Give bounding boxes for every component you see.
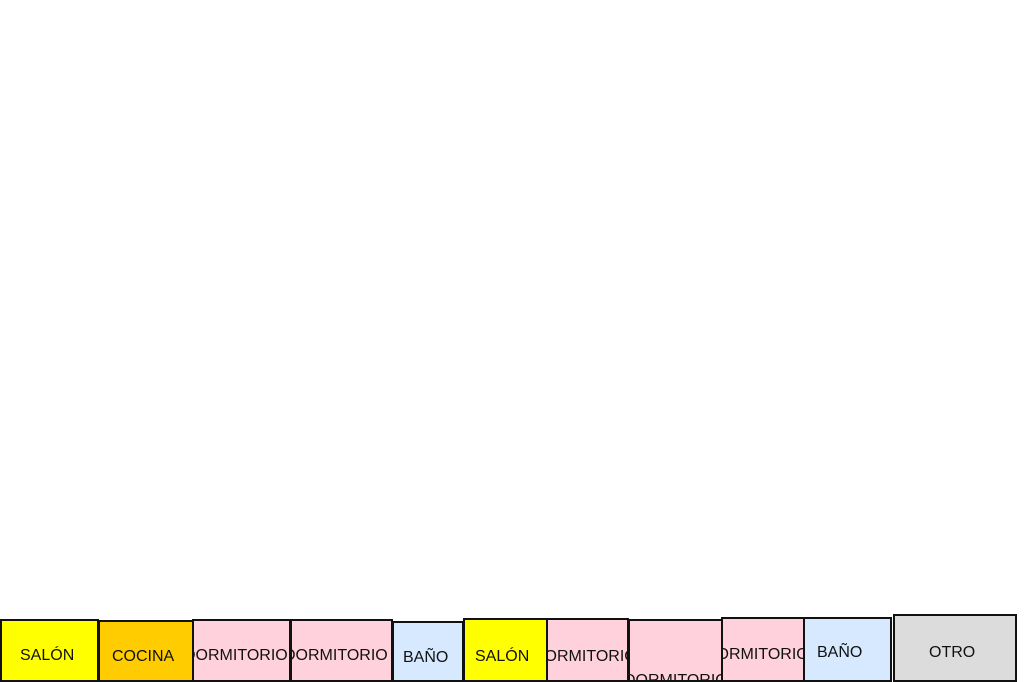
room-otro[interactable]: OTRO bbox=[893, 614, 1017, 682]
room-dormitorio[interactable]: DORMITORIO bbox=[290, 619, 393, 682]
room-bano[interactable]: BAÑO bbox=[803, 617, 892, 682]
room-label: OTRO bbox=[929, 644, 976, 661]
room-dormitorio[interactable]: DORMITORIO bbox=[192, 619, 291, 682]
room-dormitorio[interactable]: DORMITORIO bbox=[721, 617, 805, 682]
room-label: BAÑO bbox=[403, 649, 449, 666]
room-label: DORMITORIO bbox=[192, 647, 288, 664]
room-label: DORMITORIO bbox=[290, 647, 388, 664]
room-label: BAÑO bbox=[817, 644, 863, 661]
room-label: SALÓN bbox=[20, 647, 75, 664]
room-bano[interactable]: BAÑO bbox=[392, 621, 464, 682]
room-cocina[interactable]: COCINA bbox=[98, 620, 194, 682]
room-dormitorio[interactable]: DORMITORIO bbox=[546, 618, 629, 682]
room-label: SALÓN bbox=[475, 648, 530, 665]
room-salon[interactable]: SALÓN bbox=[0, 619, 99, 682]
room-label: DORMITORIO bbox=[628, 672, 723, 682]
room-label: COCINA bbox=[112, 648, 175, 665]
room-dormitorio[interactable]: DORMITORIO bbox=[628, 619, 723, 682]
room-salon[interactable]: SALÓN bbox=[463, 618, 548, 682]
room-label: DORMITORIO bbox=[723, 646, 805, 663]
room-label: DORMITORIO bbox=[548, 648, 627, 665]
